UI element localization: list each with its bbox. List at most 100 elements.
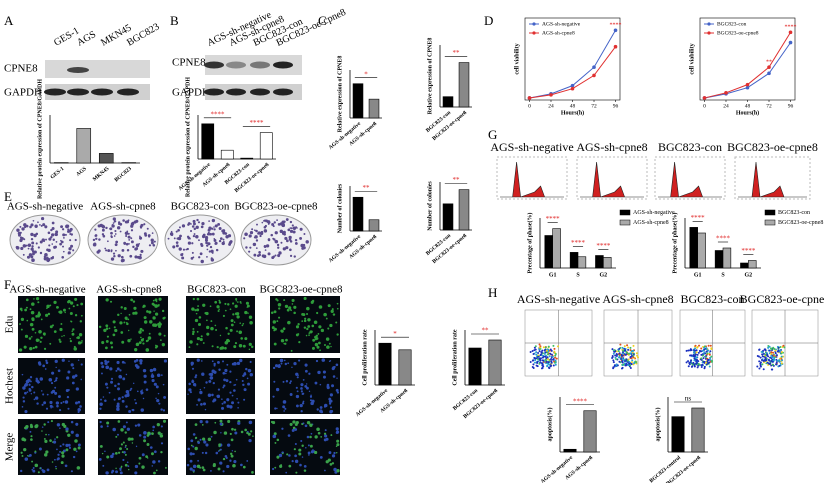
colony [274, 254, 277, 257]
cell [138, 332, 141, 334]
cell [80, 378, 83, 381]
cell [328, 402, 332, 405]
cell [287, 434, 291, 437]
event [538, 350, 541, 353]
cell [283, 359, 286, 362]
event [536, 365, 539, 368]
event [534, 359, 537, 362]
cell [143, 316, 147, 320]
cell [156, 373, 161, 377]
colony [273, 221, 276, 224]
cell [115, 452, 118, 455]
cell [112, 427, 116, 432]
cell [101, 452, 104, 455]
cell [202, 342, 205, 344]
event [685, 349, 688, 352]
event [767, 358, 770, 361]
cell [54, 438, 56, 440]
cell [154, 298, 158, 302]
cell [279, 464, 283, 468]
event [546, 356, 549, 359]
colony [277, 253, 281, 258]
colony [104, 247, 107, 250]
cell [71, 330, 74, 332]
point [767, 71, 771, 76]
cell [313, 320, 318, 325]
cell [284, 362, 288, 366]
x-tick-label: AGS-sh-negative [355, 388, 390, 418]
cell [336, 452, 338, 454]
colony [126, 230, 129, 233]
cell [29, 376, 33, 379]
colony [276, 219, 278, 221]
cell [223, 378, 226, 382]
colony [287, 228, 291, 232]
colony [276, 243, 280, 247]
cell [270, 311, 274, 315]
cell [138, 434, 142, 437]
cell [335, 363, 339, 367]
point [549, 93, 553, 97]
colony [40, 224, 43, 227]
colony [196, 218, 199, 222]
cell [205, 443, 209, 447]
cell [70, 320, 72, 322]
cell [218, 308, 220, 311]
cell [196, 404, 198, 406]
event [624, 364, 627, 367]
cell [103, 328, 107, 333]
cell [99, 402, 103, 407]
colony [124, 231, 129, 236]
cell [116, 402, 120, 406]
colony [110, 257, 115, 261]
cell [74, 297, 78, 301]
cell [110, 346, 114, 349]
point [613, 44, 618, 49]
event [556, 345, 559, 348]
cell [293, 448, 296, 451]
colony [211, 251, 214, 254]
event [769, 347, 772, 350]
cell [298, 341, 301, 344]
cell [299, 463, 302, 467]
x-tick-label: S [576, 272, 580, 278]
cell [293, 311, 296, 315]
cell [298, 359, 301, 362]
colony [124, 220, 128, 224]
cell [44, 439, 48, 444]
cell [152, 316, 156, 320]
event [532, 353, 535, 356]
cell [331, 462, 335, 465]
point [592, 73, 596, 78]
panel-label: F [4, 277, 11, 292]
y-axis-label: cell viability [689, 43, 695, 74]
event [542, 365, 545, 368]
column-label: AGS-sh-cpne8 [602, 292, 673, 306]
event [635, 352, 638, 355]
cell [329, 323, 333, 328]
colony [150, 241, 154, 245]
colony [205, 237, 207, 240]
event [700, 366, 703, 369]
cell [33, 398, 36, 401]
colony [129, 254, 133, 258]
colony [74, 238, 77, 242]
cell [53, 330, 57, 333]
cell [190, 444, 193, 447]
cell [307, 318, 311, 322]
x-tick-label: 0 [528, 103, 531, 109]
cell [30, 393, 33, 395]
cell [291, 298, 295, 302]
event [540, 351, 543, 354]
colony [207, 242, 210, 245]
colony [267, 252, 271, 256]
cell [164, 466, 167, 469]
cell [153, 323, 158, 327]
colony [215, 248, 219, 252]
bar [595, 255, 604, 269]
cell [124, 446, 127, 448]
event [773, 348, 776, 351]
cell [55, 401, 60, 405]
bar [722, 247, 732, 269]
cell [162, 419, 167, 423]
